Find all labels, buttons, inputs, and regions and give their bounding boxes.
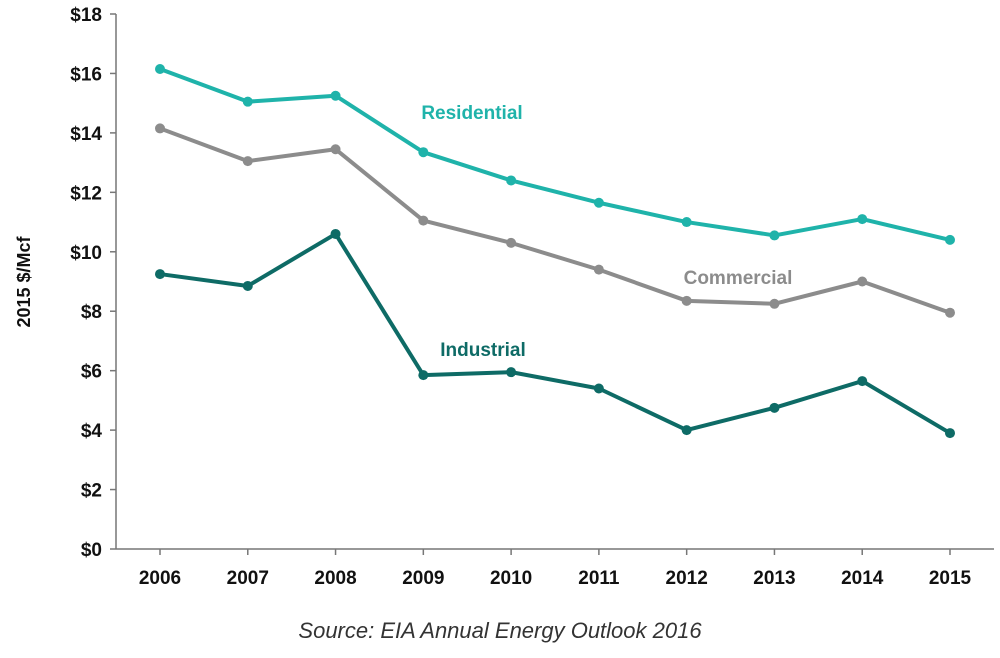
commercial-point <box>769 298 780 309</box>
y-tick-label: $14 <box>70 124 102 145</box>
industrial-point <box>330 228 341 239</box>
industrial-point <box>769 402 780 413</box>
residential-line <box>159 67 951 242</box>
source-note: Source: EIA Annual Energy Outlook 2016 <box>298 618 702 643</box>
industrial-point <box>945 428 955 439</box>
series-label-layer: Residential Commercial Industrial <box>421 103 792 361</box>
x-tick-label: 2011 <box>578 568 620 589</box>
industrial-line <box>159 231 952 435</box>
y-tick-label: $12 <box>70 183 102 204</box>
residential-point <box>593 197 604 208</box>
commercial-point <box>681 295 692 306</box>
residential-point <box>242 96 253 107</box>
x-tick-label: 2014 <box>841 568 884 589</box>
residential-point <box>681 217 692 228</box>
commercial-line <box>159 126 951 315</box>
industrial-point <box>506 367 517 378</box>
industrial-point <box>155 269 165 280</box>
industrial-point <box>593 383 604 394</box>
industrial-point <box>418 370 429 381</box>
series-layer <box>155 63 955 439</box>
residential-point <box>506 175 517 186</box>
x-tick-label: 2008 <box>314 568 356 589</box>
industrial-point <box>681 425 692 436</box>
y-tick-label: $16 <box>70 64 102 85</box>
x-tick-label: 2012 <box>666 568 708 589</box>
commercial-point <box>418 215 429 226</box>
y-tick-label: $4 <box>81 421 103 442</box>
y-axis: $0 $2 $4 $6 $8 $10 $12 $14 $16 $18 <box>70 5 117 561</box>
line-chart: $0$2$4$6$8$10$12$14$16$18 2006 2007 2008 20… <box>14 5 994 589</box>
residential-point <box>418 147 429 158</box>
x-tick-label: 2015 <box>929 568 972 589</box>
commercial-point <box>242 156 253 167</box>
residential-point <box>769 230 780 241</box>
y-tick-label: $8 <box>81 302 102 323</box>
y-tick-label: $10 <box>70 243 102 264</box>
commercial-point <box>155 123 165 134</box>
commercial-point <box>506 237 517 248</box>
y-tick-label: $18 <box>70 5 102 26</box>
commercial-point <box>945 307 955 318</box>
y-tick-label: $0 <box>81 540 102 561</box>
residential-point <box>330 90 341 101</box>
residential-point <box>857 214 868 225</box>
residential-label: Residential <box>421 103 522 124</box>
x-axis: 2006 2007 2008 2009 2010 2011 2012 2013 2014 2015 <box>116 548 994 589</box>
residential-point <box>155 63 165 74</box>
commercial-point <box>857 276 868 287</box>
commercial-series <box>155 123 955 318</box>
y-tick-label: $2 <box>81 481 102 502</box>
residential-series <box>155 63 955 245</box>
commercial-label: Commercial <box>684 268 793 289</box>
residential-point <box>945 234 955 245</box>
industrial-point <box>242 280 253 291</box>
industrial-label: Industrial <box>440 340 526 361</box>
industrial-series <box>155 228 955 439</box>
x-tick-label: 2009 <box>402 568 444 589</box>
commercial-point <box>593 264 604 275</box>
y-tick-label: $6 <box>81 362 102 383</box>
industrial-point <box>857 376 868 387</box>
x-tick-label: 2006 <box>139 568 181 589</box>
x-tick-label: 2013 <box>753 568 795 589</box>
x-tick-label: 2007 <box>227 568 269 589</box>
y-axis-title: 2015 $/Mcf <box>14 235 34 327</box>
commercial-point <box>330 144 341 155</box>
x-tick-label: 2010 <box>490 568 532 589</box>
